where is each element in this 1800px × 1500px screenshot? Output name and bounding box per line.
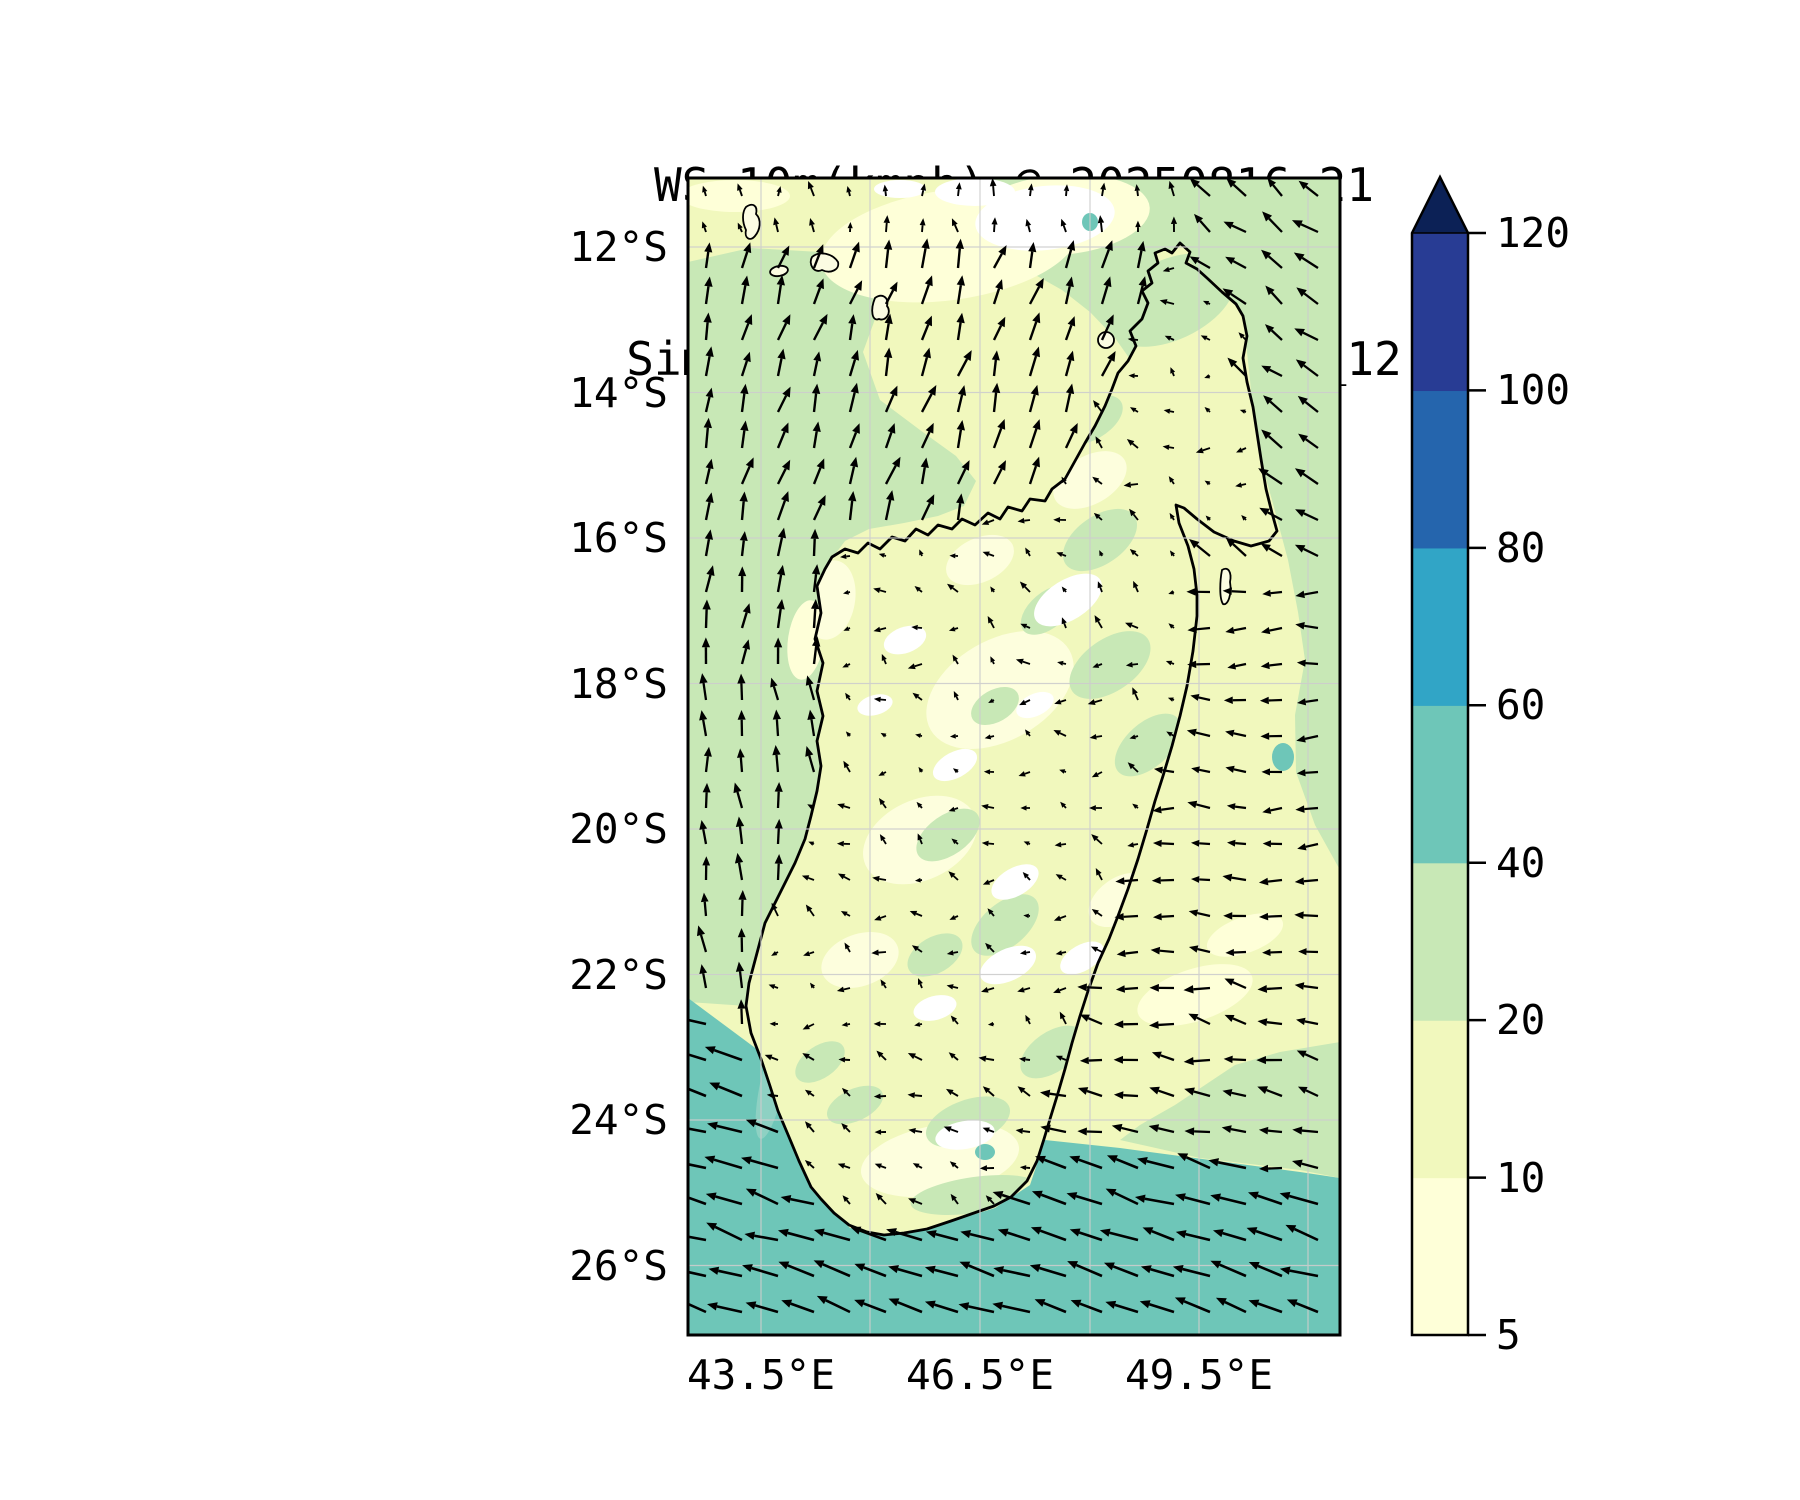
y-tick-label-18S: 18°S (569, 659, 668, 708)
map-area (688, 178, 1340, 1335)
colorbar-tick-label-5: 5 (1496, 1311, 1521, 1359)
colorbar-outline (1410, 174, 1470, 1337)
x-tick-label-49.5E: 49.5°E (1124, 1351, 1274, 1399)
y-tick-label-20S: 20°S (569, 805, 668, 853)
colorbar-extend-arrow (1412, 177, 1468, 233)
colorbar-tick-label-40: 40 (1496, 838, 1546, 887)
x-tick-label-46.5E: 46.5°E (905, 1351, 1055, 1399)
y-tick-label-16S: 16°S (569, 514, 668, 562)
colorbar-tick-label-60: 60 (1496, 681, 1546, 730)
y-tick-label-14S: 14°S (569, 368, 668, 417)
colorbar-tick-label-10: 10 (1496, 1153, 1546, 1202)
colorbar-tick-label-20: 20 (1496, 996, 1546, 1045)
southeast-green-band (1120, 1042, 1340, 1178)
colorbar (1410, 174, 1486, 1337)
y-tick-label-22S: 22°S (569, 950, 668, 999)
nosy-be-island (1097, 331, 1115, 349)
map-border (686, 176, 1342, 1337)
small-40-60-spot (975, 1144, 995, 1160)
west-channel-20-40 (688, 248, 976, 1006)
southern-ocean-40-60 (688, 998, 1340, 1335)
y-tick-label-12S: 12°S (569, 223, 668, 271)
colorbar-tick-label-80: 80 (1496, 523, 1546, 572)
mayotte-island (871, 294, 890, 321)
graticule-gridlines (688, 178, 1340, 1335)
madagascar-coastline (744, 241, 1279, 1237)
y-tick-label-24S: 24°S (569, 1096, 668, 1144)
wind-vectors (688, 178, 1319, 1314)
grande-comore-island (742, 203, 761, 240)
colorbar-tick-label-100: 100 (1496, 366, 1571, 415)
x-tick-label-43.5E: 43.5°E (686, 1351, 836, 1399)
colorbar-tick-label-120: 120 (1496, 209, 1571, 257)
sainte-marie-island (1219, 567, 1232, 606)
y-tick-label-26S: 26°S (569, 1241, 668, 1290)
small-40-60-spot (1272, 743, 1294, 771)
